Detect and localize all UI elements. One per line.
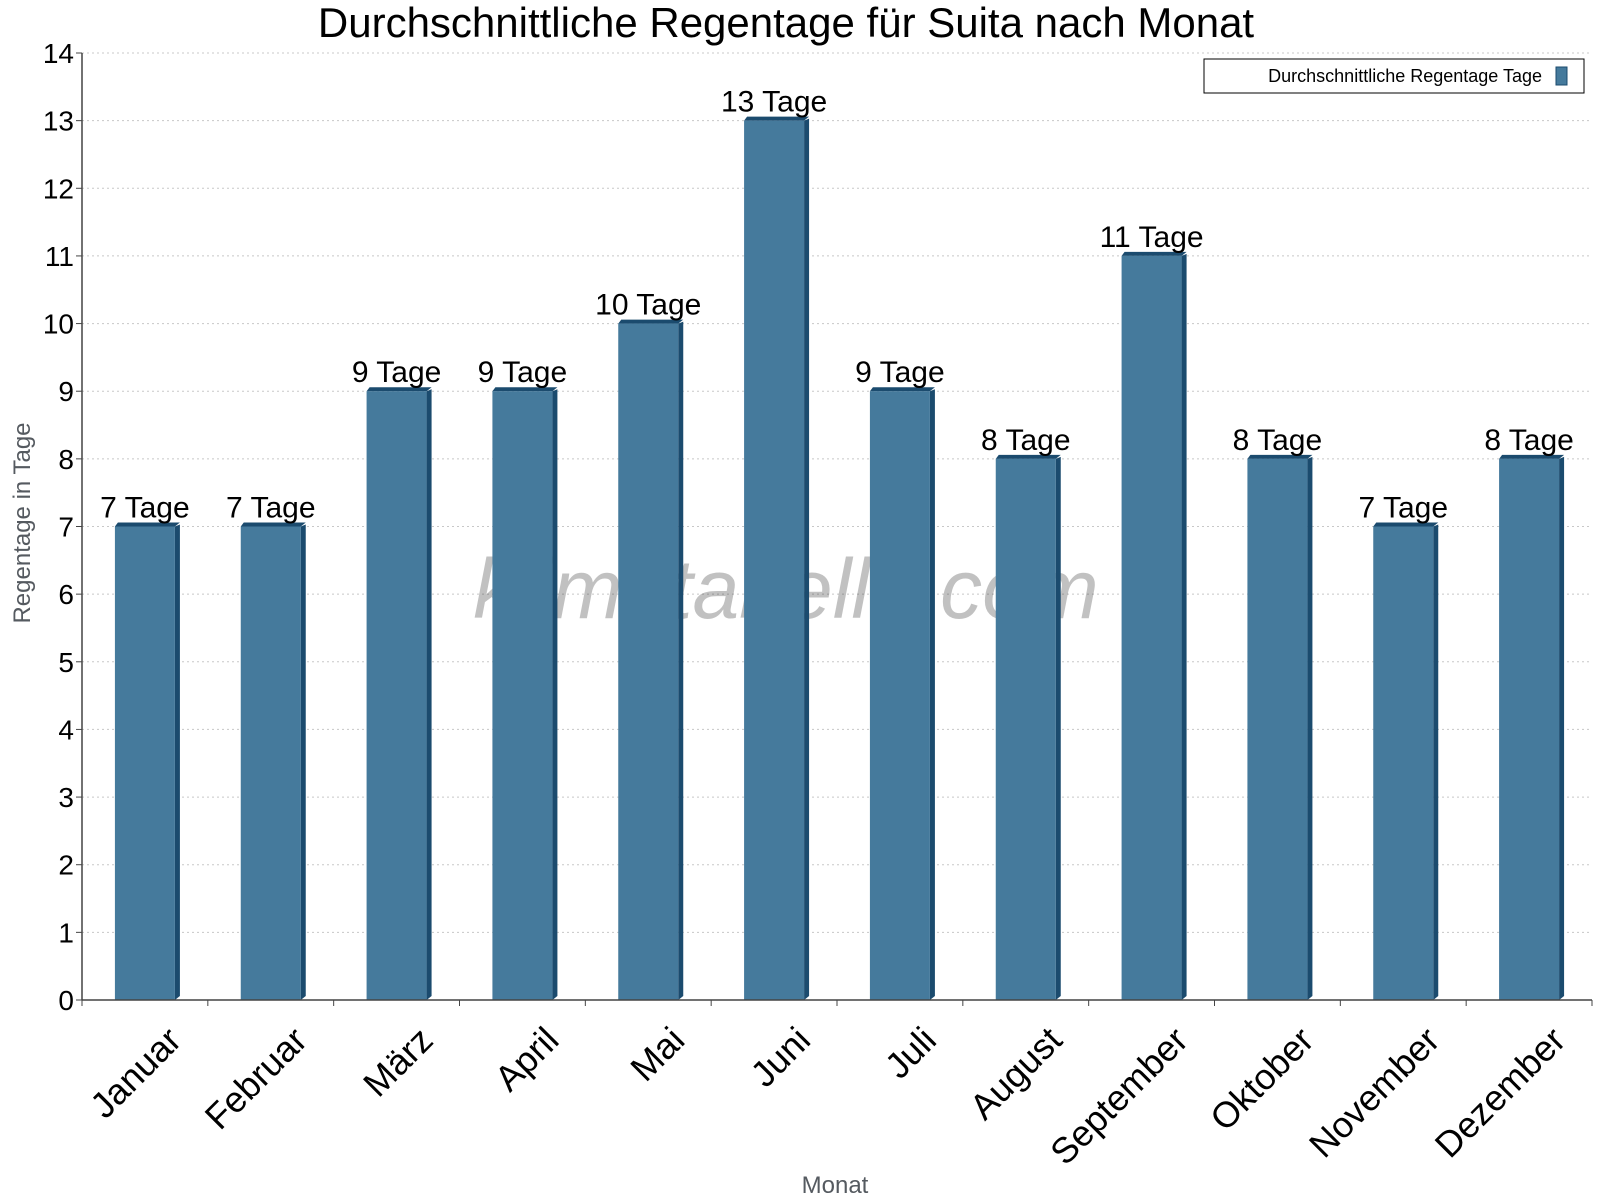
bar-top (869, 387, 935, 392)
bar-side (929, 389, 935, 1000)
bars-layer (114, 116, 1565, 1001)
legend: Durchschnittliche Regentage Tage (1203, 58, 1585, 94)
x-tick-label: Juli (877, 1019, 944, 1086)
x-tick-label: Februar (197, 1019, 315, 1137)
bar (492, 391, 553, 1000)
data-label: 7 Tage (226, 492, 316, 525)
y-tick-label: 2 (58, 850, 74, 881)
x-tick-label: April (487, 1019, 567, 1099)
y-tick-label: 11 (45, 241, 74, 272)
bar-side (804, 118, 810, 1000)
x-tick-label: November (1301, 1019, 1447, 1165)
x-tick-label: August (962, 1019, 1070, 1127)
bar (240, 526, 301, 1000)
bar-side (1181, 253, 1187, 1000)
bar-top (114, 522, 180, 527)
bar-top (1499, 454, 1565, 459)
bar-side (426, 389, 432, 1000)
legend-label: Durchschnittliche Regentage Tage (1268, 66, 1542, 86)
bar-top (366, 387, 432, 392)
y-axis-title: Regentage in Tage (9, 422, 36, 623)
data-label: 9 Tage (855, 356, 945, 389)
x-tick-label: Mai (622, 1019, 692, 1089)
data-label: 13 Tage (721, 86, 827, 119)
bar-side (1433, 524, 1439, 1000)
bar-top (618, 319, 684, 324)
bar-side (300, 524, 306, 1000)
bar-side (1307, 456, 1313, 1000)
bar (1373, 526, 1434, 1000)
data-label: 9 Tage (352, 356, 442, 389)
bar (1121, 255, 1182, 1000)
legend-box (1203, 58, 1585, 94)
bar (114, 526, 175, 1000)
y-tick-label: 9 (58, 376, 74, 407)
bar-top (1373, 522, 1439, 527)
bar-side (552, 389, 558, 1000)
data-label: 9 Tage (478, 356, 568, 389)
data-label: 7 Tage (100, 492, 190, 525)
bar (618, 323, 679, 1001)
x-axis-title: Monat (802, 1172, 869, 1199)
bar-side (1559, 456, 1565, 1000)
bar (869, 391, 930, 1000)
bar (1499, 458, 1560, 1000)
y-tick-label: 8 (58, 444, 74, 475)
legend-swatch (1555, 66, 1568, 86)
bar-side (678, 321, 684, 1001)
y-tick-label: 14 (43, 38, 74, 69)
x-tick-label: Dezember (1427, 1019, 1573, 1165)
bar-side (1055, 456, 1061, 1000)
data-label: 11 Tage (1100, 221, 1204, 254)
chart-title: Durchschnittliche Regentage für Suita na… (318, 0, 1255, 46)
bar (995, 458, 1056, 1000)
bar-top (744, 116, 810, 121)
y-tick-label: 0 (58, 985, 74, 1016)
x-tick-label: Juni (742, 1019, 818, 1095)
x-tick-label: März (355, 1019, 441, 1105)
x-tick-label: September (1042, 1019, 1196, 1173)
y-tick-label: 12 (43, 173, 74, 204)
y-tick-label: 4 (58, 714, 74, 745)
y-tick-label: 3 (58, 782, 74, 813)
y-tick-label: 6 (58, 579, 74, 610)
y-tick-label: 10 (43, 309, 74, 340)
data-label: 8 Tage (1484, 424, 1574, 457)
bar (744, 120, 805, 1000)
x-tick-label: Oktober (1202, 1019, 1322, 1139)
bar-top (995, 454, 1061, 459)
bar-top (1247, 454, 1313, 459)
bar (1247, 458, 1308, 1000)
y-tick-label: 1 (58, 917, 74, 948)
y-tick-label: 5 (58, 647, 74, 678)
bar-top (1121, 251, 1187, 256)
grid-layer (82, 52, 1592, 933)
data-label: 8 Tage (981, 424, 1071, 457)
bar (366, 391, 427, 1000)
y-tick-label: 7 (58, 512, 74, 543)
bar-top (240, 522, 306, 527)
data-label: 8 Tage (1233, 424, 1323, 457)
bar-top (492, 387, 558, 392)
x-tick-label: Januar (82, 1019, 189, 1126)
data-label: 10 Tage (595, 289, 701, 322)
y-tick-label: 13 (43, 106, 74, 137)
data-label: 7 Tage (1358, 492, 1448, 525)
bar-side (174, 524, 180, 1000)
